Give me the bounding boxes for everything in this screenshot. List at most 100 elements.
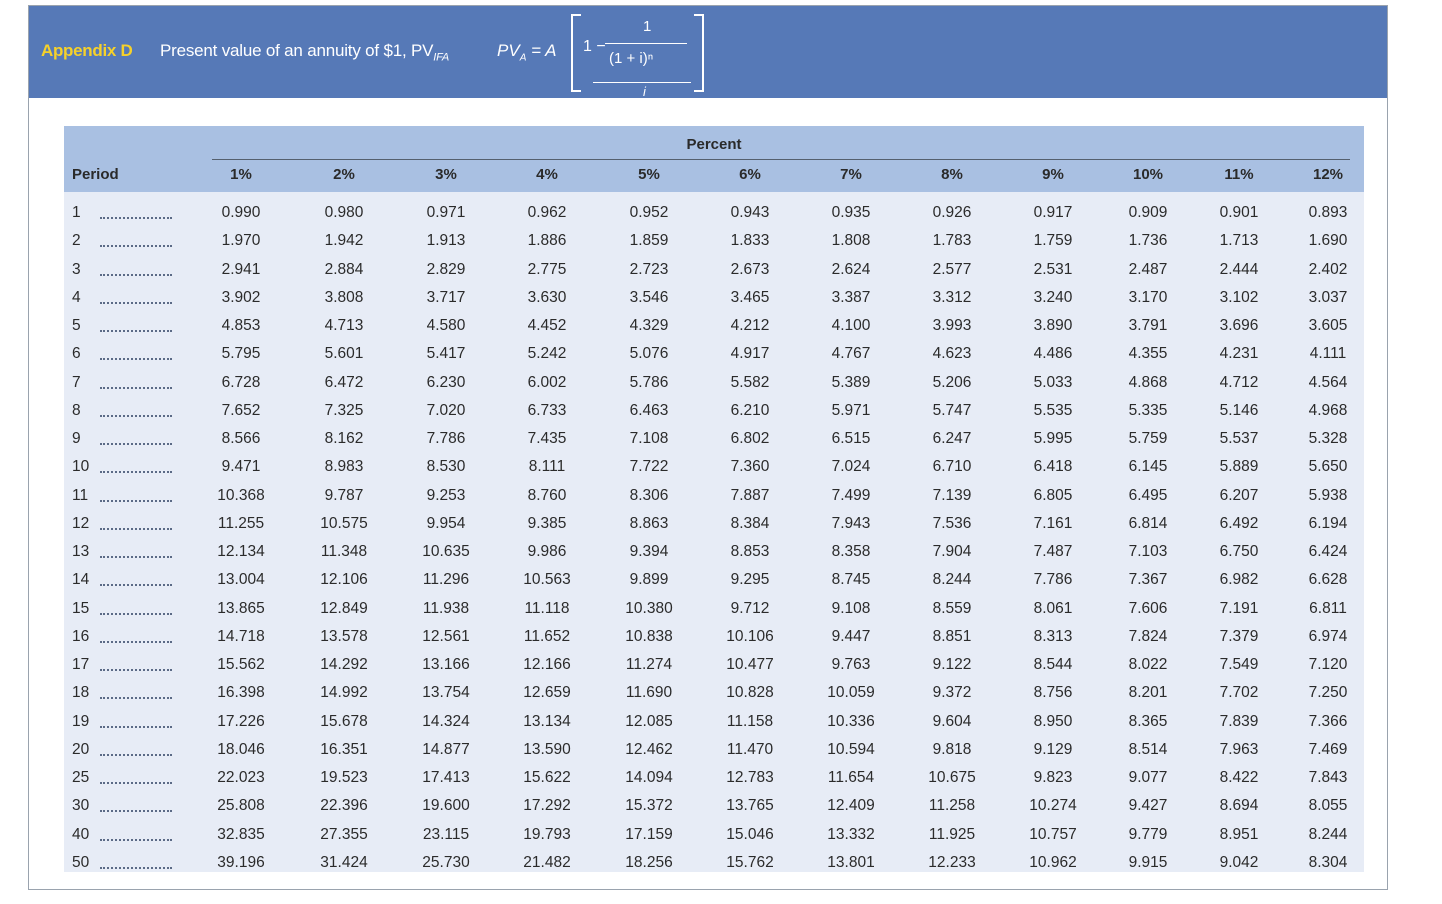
value-cell: 12.409 [827,797,875,815]
value-cell: 10.962 [1029,853,1077,871]
value-cell: 2.829 [426,260,466,278]
value-cell: 8.851 [932,627,972,645]
value-cell: 2.444 [1219,260,1259,278]
table-row: 4 3.902 3.808 3.717 3.630 3.546 3.465 3.387 3.31… [64,289,1364,317]
value-cell: 17.226 [217,712,265,730]
value-cell: 7.366 [1308,712,1348,730]
value-cell: 6.207 [1219,486,1259,504]
table-row: 1 0.990 0.980 0.971 0.962 0.952 0.943 0.935 0.92… [64,204,1364,232]
appendix-frame: Appendix D Present value of an annuity o… [28,5,1388,890]
value-cell: 9.385 [527,514,567,532]
value-cell: 9.447 [831,627,871,645]
value-cell: 23.115 [422,825,470,843]
table-title-text: Present value of an annuity of $1, PV [160,41,434,60]
value-cell: 22.023 [217,769,265,786]
table-row: 16 14.718 13.578 12.561 11.652 10.838 10.106 9.… [64,628,1364,656]
value-cell: 9.042 [1219,853,1259,871]
value-cell: 6.710 [932,458,972,476]
appendix-label: Appendix D [41,41,133,60]
value-cell: 12.659 [523,684,571,702]
value-cell: 2.673 [730,260,770,278]
value-cell: 6.472 [324,373,364,391]
table-row: 6 5.795 5.601 5.417 5.242 5.076 4.917 4.767 4.62… [64,345,1364,373]
value-cell: 3.993 [932,317,972,334]
value-cell: 39.196 [217,853,265,871]
value-cell: 8.853 [730,543,770,560]
value-cell: 6.424 [1308,543,1348,560]
value-cell: 8.358 [831,543,871,560]
value-cell: 9.915 [1128,853,1168,871]
value-cell: 8.694 [1219,797,1259,815]
value-cell: 3.465 [730,288,770,306]
value-cell: 2.723 [629,260,669,278]
value-cell: 6.210 [730,401,770,419]
value-cell: 3.890 [1033,317,1073,334]
percent-header: Percent [686,136,742,153]
value-cell: 4.623 [932,345,972,363]
value-cell: 16.351 [320,740,368,758]
value-cell: 7.887 [730,486,770,504]
formula-divisor: i [643,84,646,99]
value-cell: 21.482 [523,853,571,871]
period-cell: 1 [72,204,81,221]
value-cell: 1.970 [221,232,261,250]
value-cell: 0.990 [221,204,261,221]
value-cell: 6.814 [1128,514,1168,532]
value-cell: 2.941 [221,260,261,278]
value-cell: 3.791 [1128,317,1168,334]
table-row: 20 18.046 16.351 14.877 13.590 12.462 11.470 10… [64,741,1364,769]
value-cell: 4.968 [1308,401,1348,419]
value-cell: 7.549 [1219,656,1259,673]
value-cell: 9.129 [1033,740,1073,758]
value-cell: 7.722 [629,458,669,476]
value-cell: 8.756 [1033,684,1073,702]
value-cell: 1.759 [1033,232,1073,250]
value-cell: 10.106 [726,627,774,645]
table-title: Present value of an annuity of $1, PVIFA [160,41,449,63]
value-cell: 7.786 [426,430,466,447]
value-cell: 9.712 [730,599,770,617]
value-cell: 9.899 [629,571,669,589]
rate-header-11: 12% [1312,166,1344,183]
value-cell: 7.360 [730,458,770,476]
value-cell: 6.728 [221,373,261,391]
rate-header-1: 2% [333,166,355,183]
value-cell: 15.622 [523,769,571,786]
value-cell: 10.477 [726,656,774,673]
table-row: 19 17.226 15.678 14.324 13.134 12.085 11.158 10… [64,713,1364,741]
period-cell: 20 [72,740,90,758]
value-cell: 3.037 [1308,288,1348,306]
value-cell: 7.839 [1219,712,1259,730]
table-row: 9 8.566 8.162 7.786 7.435 7.108 6.802 6.515 6.24… [64,430,1364,458]
value-cell: 9.954 [426,514,466,532]
value-cell: 5.995 [1033,430,1073,447]
value-cell: 8.055 [1308,797,1348,815]
value-cell: 8.061 [1033,599,1073,617]
dot-leader [100,330,172,332]
value-cell: 3.170 [1128,288,1168,306]
value-cell: 25.730 [422,853,470,871]
value-cell: 5.650 [1308,458,1348,476]
value-cell: 4.111 [1309,345,1347,363]
value-cell: 13.166 [422,656,470,673]
value-cell: 1.886 [527,232,567,250]
value-cell: 17.413 [422,769,470,786]
value-cell: 6.515 [831,430,871,447]
value-cell: 1.859 [629,232,669,250]
value-cell: 7.943 [831,514,871,532]
value-cell: 10.675 [928,769,976,786]
value-cell: 31.424 [320,853,368,871]
rate-header-0: 1% [230,166,252,183]
value-cell: 10.336 [827,712,875,730]
period-cell: 30 [72,797,90,815]
formula-pv: PV [497,41,520,60]
rate-header-9: 10% [1132,166,1164,183]
value-cell: 9.471 [221,458,261,476]
value-cell: 11.925 [928,825,976,843]
value-cell: 13.134 [523,712,571,730]
table-row: 14 13.004 12.106 11.296 10.563 9.899 9.295 8.74… [64,571,1364,599]
table-row: 3 2.941 2.884 2.829 2.775 2.723 2.673 2.624 2.57… [64,261,1364,289]
value-cell: 7.963 [1219,740,1259,758]
value-cell: 7.499 [831,486,871,504]
value-cell: 6.495 [1128,486,1168,504]
